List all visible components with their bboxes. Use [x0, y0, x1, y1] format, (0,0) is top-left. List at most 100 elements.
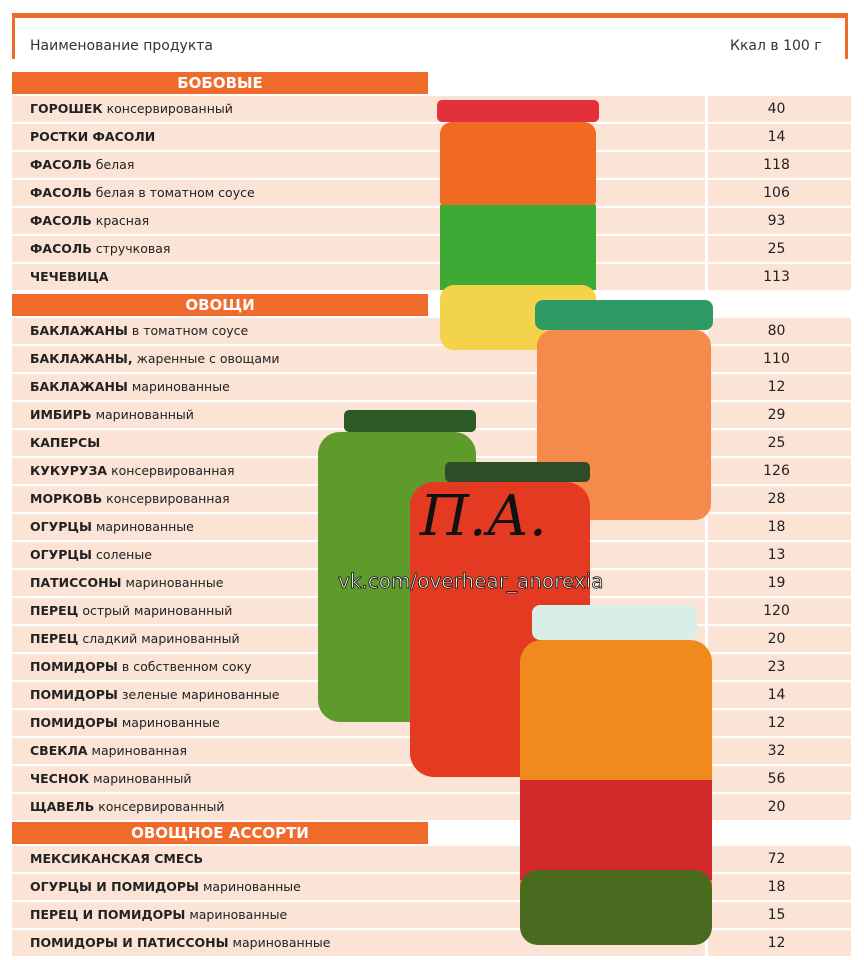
product-detail: маринованный	[93, 771, 192, 786]
value-cell	[705, 486, 851, 512]
kcal-value: 40	[767, 101, 786, 117]
product-detail: маринованные	[202, 879, 301, 894]
value-cell	[705, 626, 851, 652]
product-detail: маринованные	[125, 575, 224, 590]
product-detail: в собственном соку	[121, 659, 252, 674]
product-bold: РОСТКИ ФАСОЛИ	[30, 129, 156, 144]
product-detail: консервированная	[111, 463, 235, 478]
product-bold: ПОМИДОРЫ	[30, 715, 118, 730]
kcal-value: 25	[767, 435, 786, 451]
product-name: МЕКСИКАНСКАЯ СМЕСЬ	[30, 846, 207, 872]
value-cell	[705, 96, 851, 122]
header-frame	[12, 13, 848, 59]
kcal-value: 113	[763, 269, 790, 285]
product-bold: КУКУРУЗА	[30, 463, 108, 478]
product-name: ПАТИССОНЫ маринованные	[30, 570, 223, 596]
kcal-value: 14	[767, 129, 786, 145]
product-name: ЧЕСНОК маринованный	[30, 766, 191, 792]
value-cell	[705, 236, 851, 262]
product-name: ОГУРЦЫ И ПОМИДОРЫ маринованные	[30, 874, 301, 900]
kcal-value: 80	[767, 323, 786, 339]
value-cell	[705, 570, 851, 596]
product-bold: БАКЛАЖАНЫ	[30, 323, 128, 338]
product-bold: СВЕКЛА	[30, 743, 88, 758]
value-cell	[705, 738, 851, 764]
product-name: ПОМИДОРЫ И ПАТИССОНЫ маринованные	[30, 930, 330, 956]
product-name: БАКЛАЖАНЫ в томатном соусе	[30, 318, 248, 344]
product-name: РОСТКИ ФАСОЛИ	[30, 124, 159, 150]
jar-mix	[520, 605, 712, 945]
product-name: ПОМИДОРЫ в собственном соку	[30, 654, 252, 680]
section-title: ОВОЩИ	[12, 294, 428, 316]
product-name: ОГУРЦЫ маринованные	[30, 514, 194, 540]
product-bold: ФАСОЛЬ	[30, 213, 92, 228]
kcal-value: 20	[767, 799, 786, 815]
product-bold: ПАТИССОНЫ	[30, 575, 122, 590]
watermark-logo: П.А.	[419, 484, 547, 549]
product-name: ПЕРЕЦ сладкий маринованный	[30, 626, 240, 652]
kcal-value: 20	[767, 631, 786, 647]
value-cell	[705, 846, 851, 872]
product-name: ЧЕЧЕВИЦА	[30, 264, 113, 290]
product-name: СВЕКЛА маринованная	[30, 738, 187, 764]
value-cell	[705, 598, 851, 624]
product-detail: консервированный	[106, 101, 233, 116]
product-bold: МЕКСИКАНСКАЯ СМЕСЬ	[30, 851, 204, 866]
product-detail: соленые	[95, 547, 152, 562]
section-title: ОВОЩНОЕ АССОРТИ	[12, 822, 428, 844]
product-name: ПОМИДОРЫ маринованные	[30, 710, 220, 736]
kcal-value: 120	[763, 603, 790, 619]
value-cell	[705, 514, 851, 540]
kcal-value: 19	[767, 575, 786, 591]
section-title: БОБОВЫЕ	[12, 72, 428, 94]
product-detail: консервированный	[98, 799, 225, 814]
product-detail: белая	[95, 157, 135, 172]
header-name: Наименование продукта	[30, 38, 214, 54]
product-name: ИМБИРЬ маринованный	[30, 402, 194, 428]
product-name: ФАСОЛЬ белая в томатном соусе	[30, 180, 255, 206]
value-cell	[705, 180, 851, 206]
product-bold: ПОМИДОРЫ	[30, 687, 118, 702]
product-bold: ПЕРЕЦ	[30, 631, 79, 646]
product-name: КАПЕРСЫ	[30, 430, 104, 456]
product-detail: маринованный	[95, 407, 194, 422]
kcal-value: 110	[763, 351, 790, 367]
value-cell	[705, 402, 851, 428]
product-bold: ЧЕСНОК	[30, 771, 90, 786]
product-name: ПОМИДОРЫ зеленые маринованные	[30, 682, 280, 708]
product-bold: ФАСОЛЬ	[30, 185, 92, 200]
product-name: ФАСОЛЬ стручковая	[30, 236, 170, 262]
product-detail: жаренные с овощами	[136, 351, 280, 366]
kcal-value: 13	[767, 547, 786, 563]
kcal-value: 12	[767, 715, 786, 731]
product-detail: маринованные	[121, 715, 220, 730]
value-cell	[705, 264, 851, 290]
product-bold: ЧЕЧЕВИЦА	[30, 269, 109, 284]
product-name: БАКЛАЖАНЫ маринованные	[30, 374, 230, 400]
product-detail: консервированная	[106, 491, 230, 506]
value-cell	[705, 152, 851, 178]
header-kcal: Ккал в 100 г	[730, 38, 822, 54]
product-detail: острый маринованный	[82, 603, 233, 618]
product-bold: ОГУРЦЫ И ПОМИДОРЫ	[30, 879, 199, 894]
kcal-value: 12	[767, 379, 786, 395]
product-detail: маринованные	[131, 379, 230, 394]
kcal-value: 18	[767, 519, 786, 535]
product-name: МОРКОВЬ консервированная	[30, 486, 230, 512]
product-bold: ИМБИРЬ	[30, 407, 92, 422]
product-detail: маринованные	[232, 935, 331, 950]
product-bold: ГОРОШЕК	[30, 101, 103, 116]
product-bold: ПОМИДОРЫ И ПАТИССОНЫ	[30, 935, 229, 950]
product-name: ОГУРЦЫ соленые	[30, 542, 152, 568]
value-cell	[705, 930, 851, 956]
kcal-value: 25	[767, 241, 786, 257]
kcal-value: 23	[767, 659, 786, 675]
value-cell	[705, 542, 851, 568]
value-cell	[705, 208, 851, 234]
kcal-value: 106	[763, 185, 790, 201]
value-cell	[705, 318, 851, 344]
kcal-value: 18	[767, 879, 786, 895]
product-bold: ПЕРЕЦ	[30, 603, 79, 618]
